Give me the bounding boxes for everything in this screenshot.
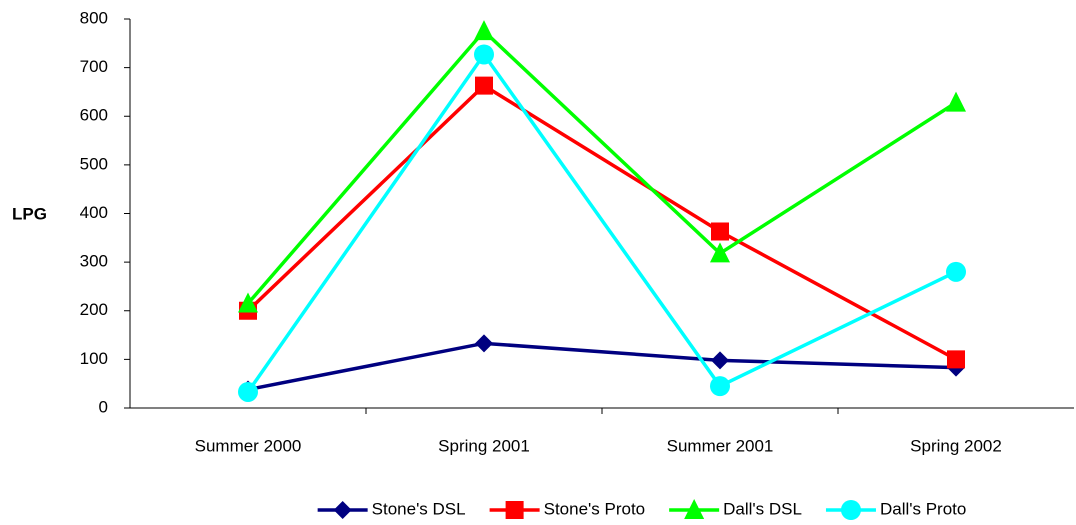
y-tick-label: 800 [80,8,108,27]
y-tick-label: 200 [80,300,108,319]
marker [475,76,493,95]
y-tick-label: 300 [80,252,108,271]
marker [947,350,965,369]
series-line [246,28,957,305]
marker [474,20,494,41]
x-tick-label: Summer 2001 [667,436,774,455]
series-line [246,51,957,393]
y-tick-label: 100 [80,349,108,368]
legend: Stone's DSL Stone's Proto Dall's DSL Dall's… [317,499,966,520]
x-tick-label: Summer 2000 [195,436,302,455]
y-tick-label: 700 [80,57,108,76]
legend-label: Dall's DSL [723,499,802,518]
marker [474,44,494,65]
marker [238,381,258,402]
y-tick-label: 500 [80,154,108,173]
marker [684,499,705,519]
y-axis-label: LPG [12,204,47,223]
legend-label: Stone's DSL [372,499,466,518]
series-line [247,341,957,392]
legend-label: Stone's Proto [544,499,646,518]
marker [946,261,966,282]
marker [946,91,966,112]
marker [840,500,861,520]
marker [710,242,730,263]
marker [711,351,729,370]
y-tick-label: 0 [99,397,108,416]
marker [333,501,352,519]
series-line [246,83,957,361]
y-tick-label: 600 [80,106,108,125]
marker [711,222,729,241]
x-tick-label: Spring 2002 [910,436,1002,455]
y-tick-label: 400 [80,203,108,222]
legend-label: Dall's Proto [880,499,966,518]
marker [505,501,524,519]
x-tick-label: Spring 2001 [438,436,530,455]
marker [710,376,730,397]
marker [475,334,493,353]
marker [238,292,258,313]
